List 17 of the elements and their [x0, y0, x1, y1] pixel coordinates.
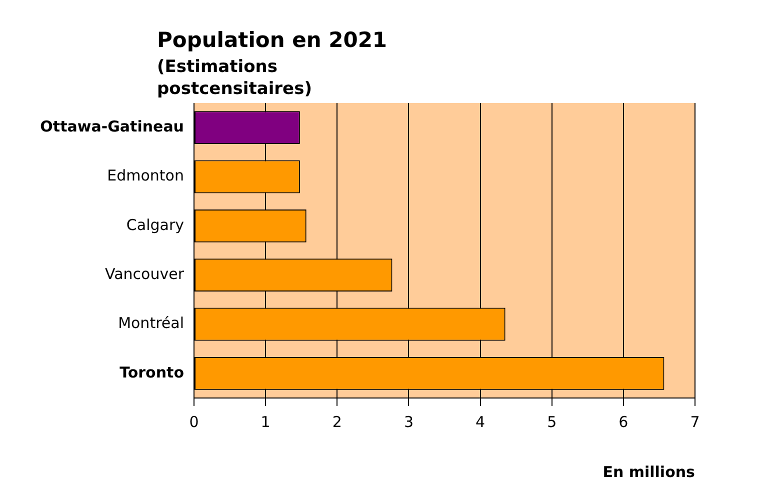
y-tick-label: Toronto: [120, 363, 184, 382]
y-tick-label: Edmonton: [107, 166, 184, 185]
x-tick-label: 5: [547, 412, 557, 431]
x-tick-label: 0: [189, 412, 199, 431]
y-tick-label: Calgary: [126, 216, 184, 234]
x-tick-label: 3: [404, 412, 414, 431]
x-tick-label: 6: [618, 412, 628, 431]
chart-subtitle: (Estimations postcensitaires): [157, 56, 313, 100]
y-tick-label: Vancouver: [105, 264, 185, 283]
y-tick-label: Montréal: [118, 314, 184, 332]
x-tick-label: 1: [260, 412, 270, 431]
x-axis-title: En millions: [602, 462, 696, 481]
x-tick-label: 4: [476, 412, 486, 431]
y-tick-label: Ottawa-Gatineau: [40, 117, 184, 136]
x-tick-label: 7: [690, 412, 700, 431]
x-tick-label: 2: [332, 412, 342, 431]
chart-title: Population en 2021: [157, 28, 388, 52]
